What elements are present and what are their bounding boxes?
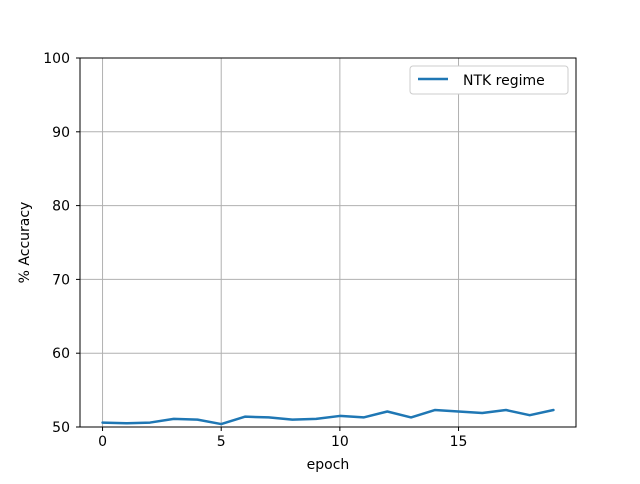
y-axis-label: % Accuracy	[17, 202, 33, 284]
y-tick-label: 90	[52, 125, 70, 141]
y-tick-label: 60	[52, 346, 70, 362]
legend-label-ntk-regime: NTK regime	[463, 73, 545, 89]
plot-frame	[79, 57, 577, 428]
x-axis-label: epoch	[307, 457, 350, 473]
plot-area	[80, 58, 576, 427]
legend: NTK regime	[409, 65, 569, 95]
y-tick-label: 70	[52, 272, 70, 288]
y-axis: 50 60 70 80 90 100	[43, 51, 80, 436]
series-layer	[101, 408, 555, 426]
x-axis: 0 5 10 15	[98, 427, 467, 450]
y-tick-label: 100	[43, 51, 70, 67]
x-tick-label: 5	[217, 434, 226, 450]
series-line-0	[101, 408, 555, 426]
x-tick-label: 0	[98, 434, 107, 450]
y-tick-label: 50	[52, 420, 70, 436]
x-tick-label: 10	[331, 434, 349, 450]
x-tick-label: 15	[450, 434, 468, 450]
y-tick-label: 80	[52, 199, 70, 215]
legend-box	[409, 65, 569, 95]
